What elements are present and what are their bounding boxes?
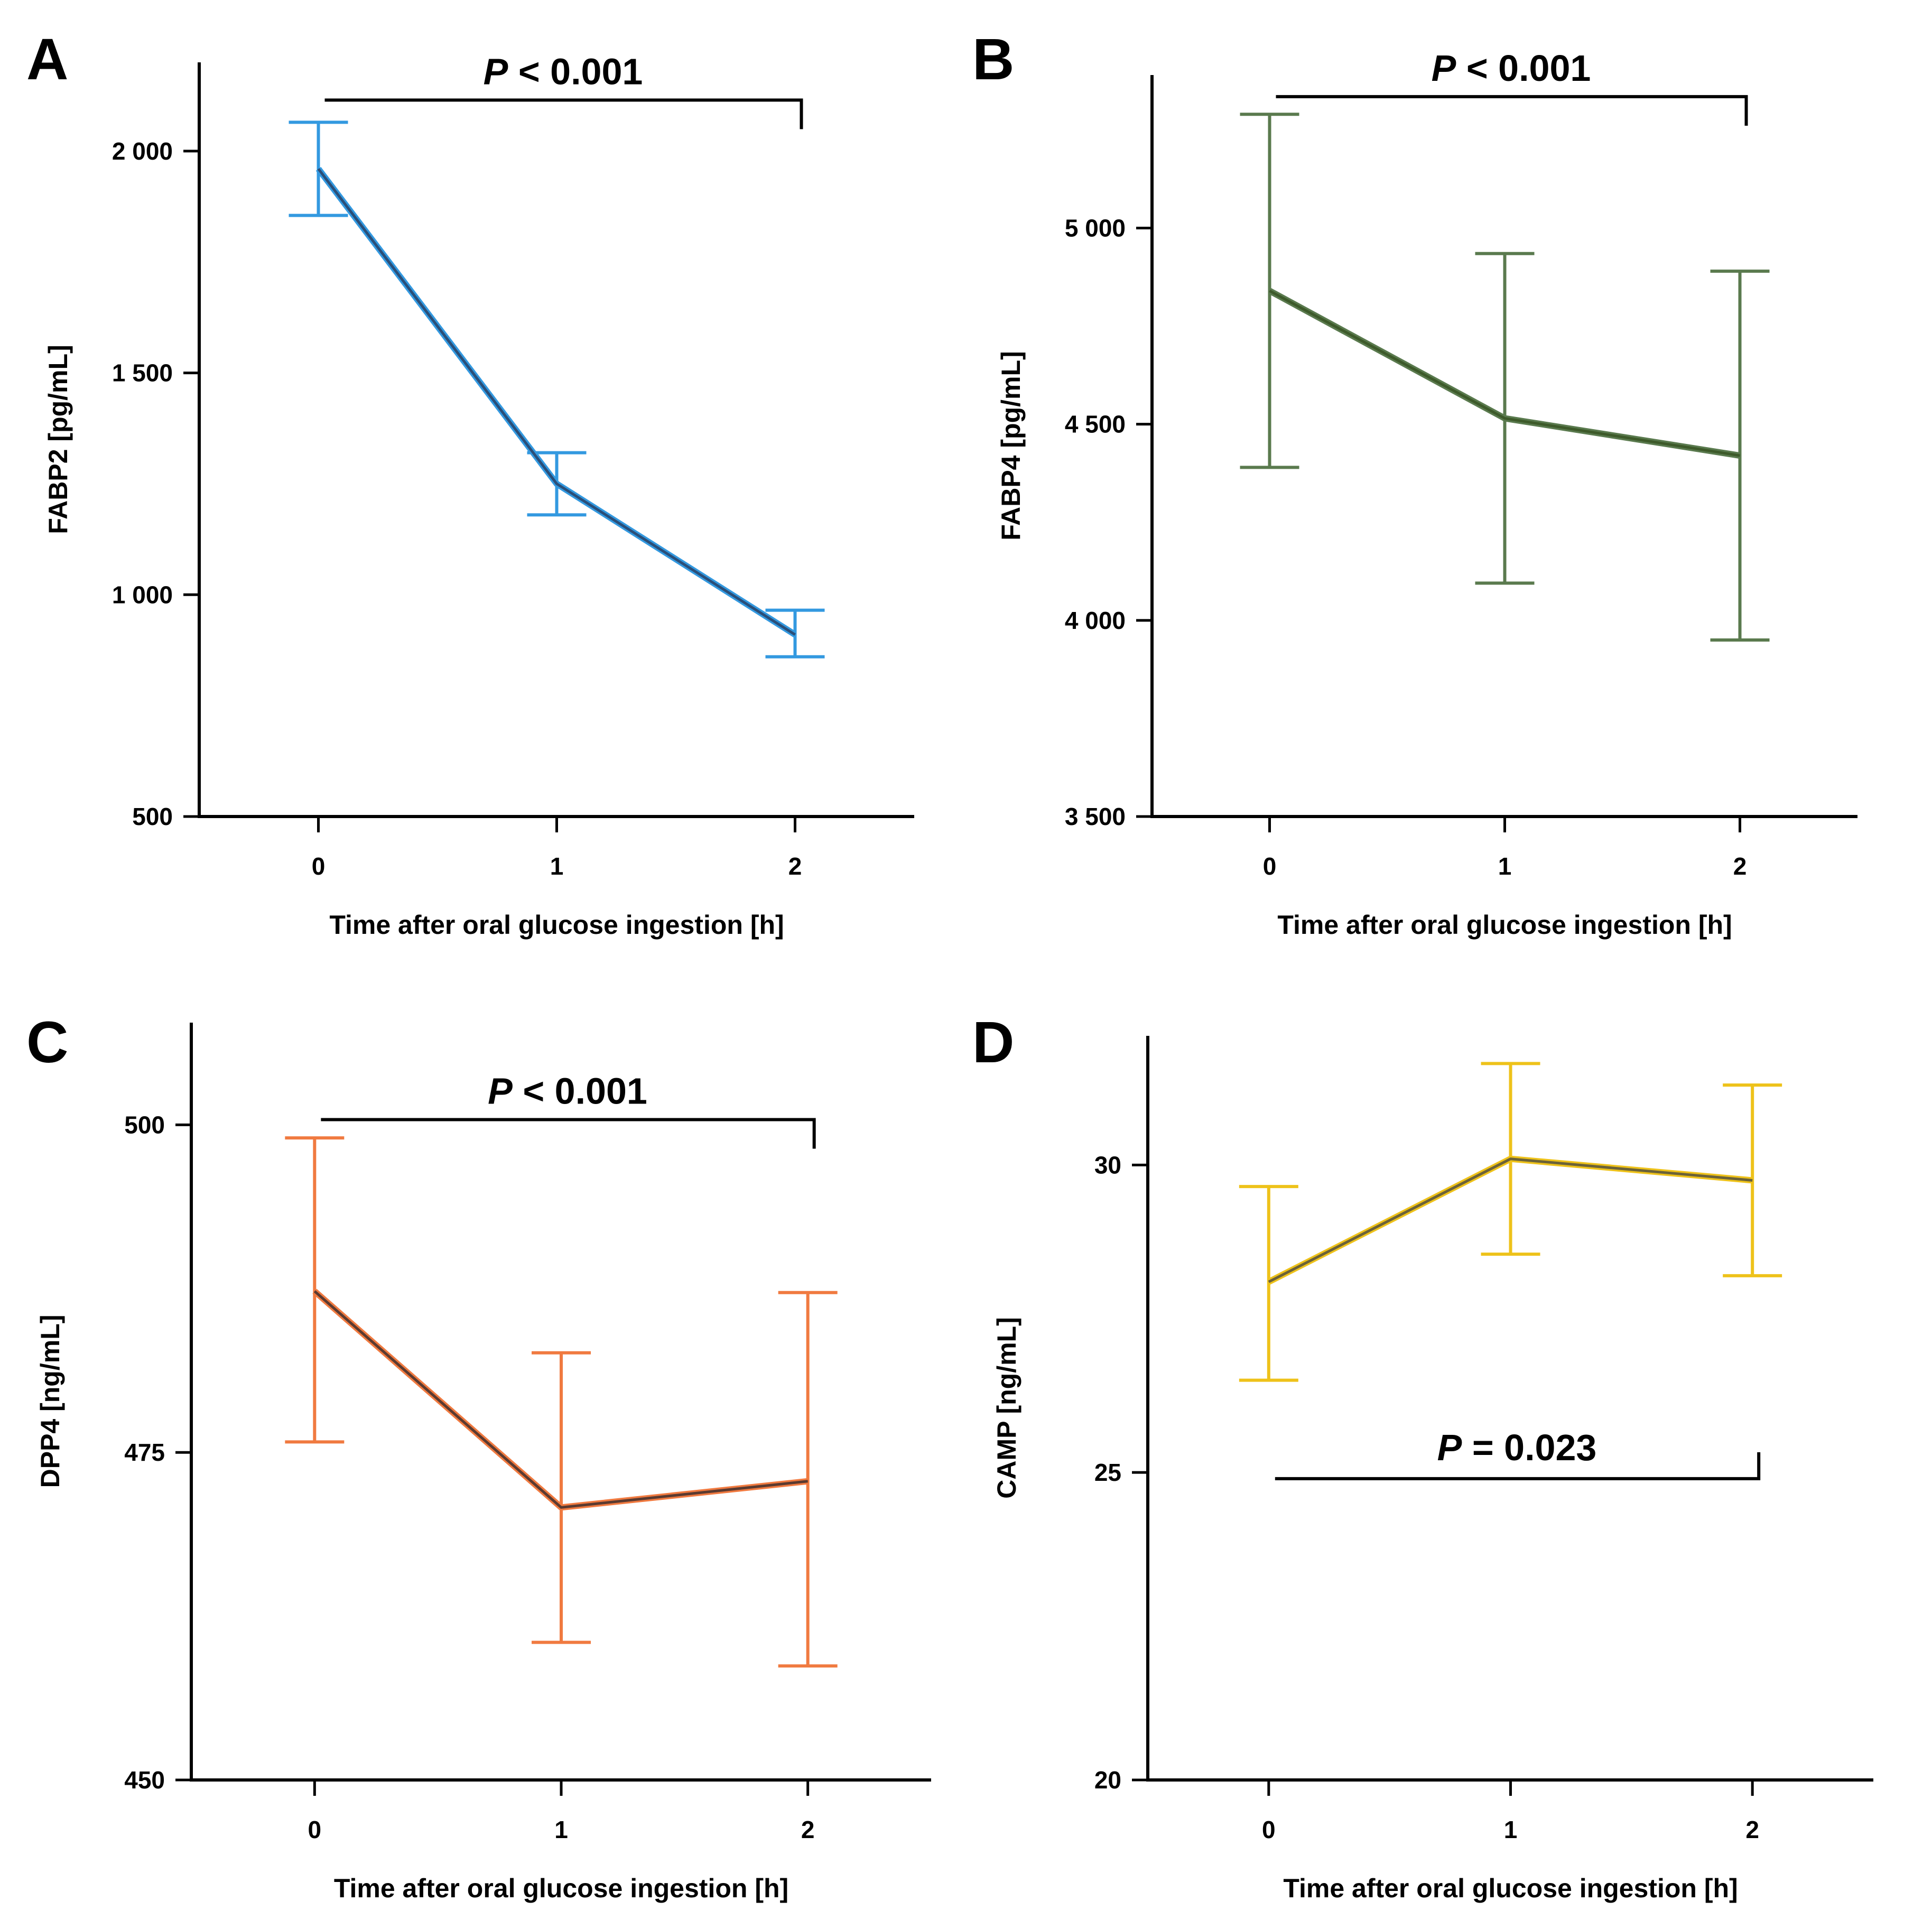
panel-c-error-bars xyxy=(285,1136,838,1668)
panel-d-y-axis-label: CAMP [ng/mL] xyxy=(992,1317,1021,1498)
panel-c-error-bar xyxy=(532,1351,591,1644)
panel-a-y-tick-label: 1 000 xyxy=(112,581,173,608)
panel-c-y-tick-label: 450 xyxy=(124,1766,165,1794)
panel-c-y-tick-label: 500 xyxy=(124,1111,165,1138)
panel-b-significance-label: P < 0.001 xyxy=(1432,48,1591,89)
panel-a-significance: P < 0.001 xyxy=(324,51,803,129)
panel-letter-a: A xyxy=(26,27,68,92)
panel-b-x-tick-label: 1 xyxy=(1498,852,1512,880)
panel-a-significance-p: P xyxy=(484,51,508,92)
panel-c-error-bar xyxy=(285,1136,345,1444)
panel-b-error-bars xyxy=(1240,113,1770,642)
panel-a-significance-label: P < 0.001 xyxy=(484,51,643,92)
panel-a-y-tick-label: 1 500 xyxy=(112,359,173,387)
panel-c-significance-value: < 0.001 xyxy=(513,1070,647,1111)
panel-a-y-tick-label: 2 000 xyxy=(112,137,173,165)
panel-b-x-tick-label: 0 xyxy=(1263,852,1277,880)
panel-c-error-bar xyxy=(778,1291,838,1668)
panel-b-x-ticks: 0 1 2 xyxy=(1263,817,1747,880)
panel-c-x-tick-label: 2 xyxy=(801,1816,815,1843)
panel-d-error-bar xyxy=(1239,1185,1298,1382)
panel-c-x-ticks: 0 1 2 xyxy=(308,1780,815,1843)
panel-d-error-bars xyxy=(1239,1062,1782,1382)
panel-d-series-line-core xyxy=(1268,1157,1753,1283)
panel-d-significance-p: P xyxy=(1437,1427,1462,1468)
panel-b-y-tick-label: 3 500 xyxy=(1065,803,1126,830)
panel-letter-c: C xyxy=(26,1010,68,1075)
panel-a: A 500 1 000 1 500 2 000 0 1 2 Time after… xyxy=(26,27,914,940)
panel-c-x-axis-label: Time after oral glucose ingestion [h] xyxy=(334,1874,788,1903)
panel-a-error-bars xyxy=(289,120,825,659)
panel-c-significance-label: P < 0.001 xyxy=(488,1070,647,1111)
panel-c-series-line-core xyxy=(313,1290,808,1509)
panel-c-x-tick-label: 0 xyxy=(308,1816,322,1843)
panel-b-x-tick-label: 2 xyxy=(1733,852,1747,880)
panel-d-x-axis-label: Time after oral glucose ingestion [h] xyxy=(1283,1874,1738,1903)
panel-c-y-ticks: 450 475 500 xyxy=(124,1111,191,1794)
panel-a-x-tick-label: 2 xyxy=(788,852,802,880)
panel-a-x-ticks: 0 1 2 xyxy=(312,817,802,880)
panel-a-series-line-core xyxy=(317,168,796,636)
panel-b-y-axis-label: FABP4 [pg/mL] xyxy=(996,351,1026,540)
panel-b-y-ticks: 3 500 4 000 4 500 5 000 xyxy=(1065,215,1152,830)
panel-b-significance-p: P xyxy=(1432,48,1456,89)
panel-d-x-tick-label: 1 xyxy=(1504,1816,1518,1843)
panel-a-y-tick-label: 500 xyxy=(132,803,173,830)
panel-a-significance-value: < 0.001 xyxy=(508,51,643,92)
panel-a-y-ticks: 500 1 000 1 500 2 000 xyxy=(112,137,199,830)
panel-c-y-axis-label: DPP4 [ng/mL] xyxy=(35,1315,65,1488)
panel-a-y-axis-label: FABP2 [pg/mL] xyxy=(43,345,73,534)
panel-d-x-ticks: 0 1 2 xyxy=(1262,1780,1759,1843)
panel-b-significance-value: < 0.001 xyxy=(1456,48,1591,89)
panel-b-significance: P < 0.001 xyxy=(1276,48,1748,126)
panel-a-series-line xyxy=(315,166,797,637)
panel-a-x-tick-label: 0 xyxy=(312,852,326,880)
panel-d-y-tick-label: 20 xyxy=(1094,1766,1121,1794)
panel-d-x-tick-label: 2 xyxy=(1745,1816,1759,1843)
panel-c-y-tick-label: 475 xyxy=(124,1439,165,1466)
panel-b-y-tick-label: 5 000 xyxy=(1065,215,1126,242)
panel-c: C 450 475 500 0 1 2 Time after oral gluc… xyxy=(26,1010,931,1903)
panel-b-x-axis-label: Time after oral glucose ingestion [h] xyxy=(1277,910,1732,940)
panel-b-y-tick-label: 4 500 xyxy=(1065,411,1126,438)
panel-d-significance: P = 0.023 xyxy=(1275,1427,1761,1480)
panel-d-significance-label: P = 0.023 xyxy=(1437,1427,1597,1468)
panel-d-significance-value: = 0.023 xyxy=(1462,1427,1596,1468)
panel-a-x-tick-label: 1 xyxy=(550,852,564,880)
panel-d: D 20 25 30 0 1 2 Time after oral glucose… xyxy=(972,1010,1873,1903)
panel-b: B 3 500 4 000 4 500 5 000 0 1 2 Time aft… xyxy=(972,27,1857,940)
panel-a-significance-bracket xyxy=(324,98,803,129)
panel-a-x-axis-label: Time after oral glucose ingestion [h] xyxy=(329,910,784,940)
panel-b-significance-bracket xyxy=(1276,95,1748,126)
panel-d-y-tick-label: 25 xyxy=(1094,1459,1121,1486)
panel-b-series-line-core xyxy=(1269,290,1740,457)
panel-b-y-tick-label: 4 000 xyxy=(1065,607,1126,634)
panel-d-significance-bracket xyxy=(1275,1452,1761,1480)
panel-d-y-ticks: 20 25 30 xyxy=(1094,1151,1148,1794)
panel-d-x-tick-label: 0 xyxy=(1262,1816,1276,1843)
panel-a-error-bar xyxy=(289,120,348,217)
panel-c-significance-bracket xyxy=(321,1118,816,1149)
panel-c-x-tick-label: 1 xyxy=(554,1816,568,1843)
panel-c-significance: P < 0.001 xyxy=(321,1070,816,1149)
panel-letter-b: B xyxy=(972,27,1014,92)
panel-c-significance-p: P xyxy=(488,1070,513,1111)
panel-letter-d: D xyxy=(972,1010,1014,1075)
panel-d-y-tick-label: 30 xyxy=(1094,1151,1121,1179)
